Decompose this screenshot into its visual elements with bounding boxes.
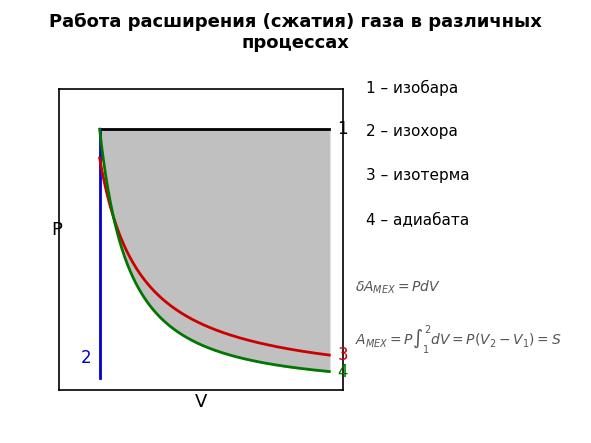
Text: $\delta A_{\mathit{МЕХ}} = PdV$: $\delta A_{\mathit{МЕХ}} = PdV$ bbox=[355, 279, 441, 296]
Text: 2 – изохора: 2 – изохора bbox=[366, 124, 458, 139]
Text: 2: 2 bbox=[81, 349, 92, 367]
X-axis label: V: V bbox=[195, 392, 207, 411]
Text: 4 – адиабата: 4 – адиабата bbox=[366, 213, 470, 228]
Text: 1 – изобара: 1 – изобара bbox=[366, 80, 459, 96]
Text: Работа расширения (сжатия) газа в различных
процессах: Работа расширения (сжатия) газа в различ… bbox=[49, 13, 542, 52]
Text: 3: 3 bbox=[337, 346, 348, 364]
Text: 1: 1 bbox=[337, 120, 348, 138]
Text: 4: 4 bbox=[337, 362, 348, 381]
Text: $A_{\mathit{МЕХ}} = P\int_1^2 dV = P(V_2 - V_1) = S$: $A_{\mathit{МЕХ}} = P\int_1^2 dV = P(V_2… bbox=[355, 323, 561, 356]
Y-axis label: P: P bbox=[51, 221, 62, 239]
Text: 3 – изотерма: 3 – изотерма bbox=[366, 168, 470, 183]
